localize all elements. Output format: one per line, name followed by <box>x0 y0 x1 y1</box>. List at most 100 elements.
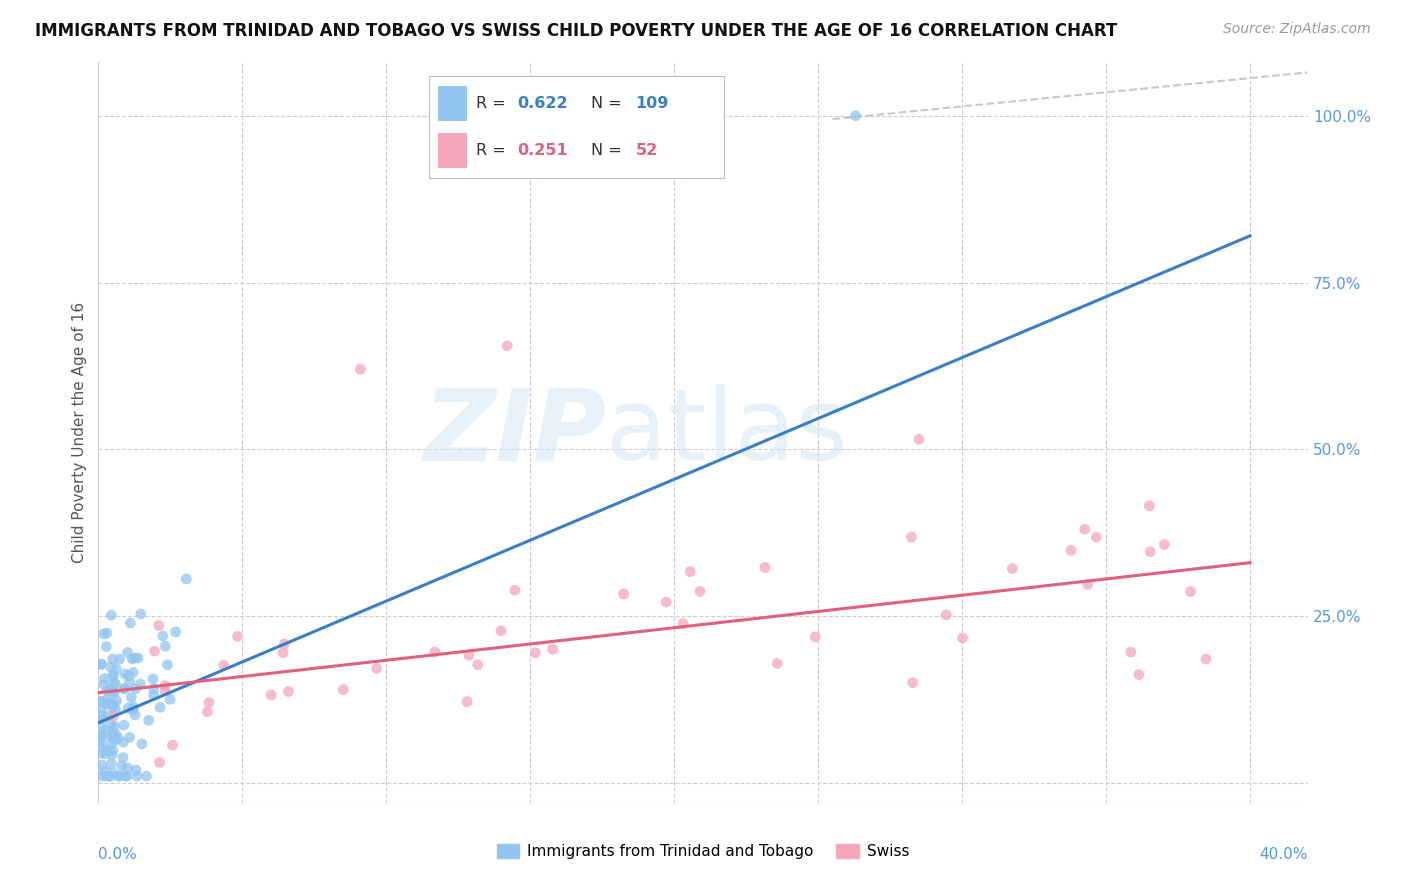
Point <box>496 339 519 353</box>
Point <box>101 725 124 739</box>
Point <box>90 747 112 761</box>
Point <box>100 660 122 674</box>
Point <box>101 728 124 742</box>
Point <box>124 681 146 696</box>
Point <box>124 707 146 722</box>
Point <box>804 630 827 644</box>
Point <box>103 719 125 733</box>
Point <box>105 662 128 676</box>
Point <box>97 696 120 710</box>
Point <box>97 743 120 757</box>
Point <box>112 750 135 764</box>
Point <box>900 530 922 544</box>
Point <box>105 694 128 708</box>
Point <box>129 607 152 621</box>
Point <box>90 730 112 744</box>
Point <box>423 645 446 659</box>
Point <box>138 714 160 728</box>
Point <box>101 699 124 714</box>
Point <box>1195 652 1218 666</box>
Point <box>198 696 221 710</box>
Point <box>197 705 219 719</box>
Point <box>108 652 131 666</box>
Point <box>176 572 198 586</box>
Point <box>118 674 141 689</box>
Point <box>94 723 117 738</box>
Point <box>104 727 127 741</box>
Point <box>94 747 117 761</box>
Point <box>679 565 702 579</box>
Text: Source: ZipAtlas.com: Source: ZipAtlas.com <box>1223 22 1371 37</box>
Point <box>271 646 294 660</box>
Point <box>103 698 125 712</box>
Point <box>159 692 181 706</box>
Point <box>155 639 177 653</box>
Point <box>90 708 112 723</box>
Point <box>114 681 136 696</box>
Point <box>97 743 120 757</box>
Point <box>112 735 135 749</box>
Point <box>1077 577 1099 591</box>
Text: R =: R = <box>477 144 510 158</box>
Point <box>98 708 121 723</box>
Point <box>908 432 931 446</box>
Point <box>142 681 165 696</box>
Point <box>541 642 564 657</box>
Text: 0.251: 0.251 <box>517 144 568 158</box>
Y-axis label: Child Poverty Under the Age of 16: Child Poverty Under the Age of 16 <box>72 302 87 563</box>
Text: 109: 109 <box>636 96 669 111</box>
Text: 0.622: 0.622 <box>517 96 568 111</box>
Point <box>117 761 139 775</box>
Point <box>104 733 127 747</box>
Point <box>93 672 115 686</box>
Point <box>127 651 149 665</box>
Point <box>112 718 135 732</box>
Point <box>96 697 118 711</box>
Point <box>104 702 127 716</box>
Point <box>1060 543 1083 558</box>
Text: IMMIGRANTS FROM TRINIDAD AND TOBAGO VS SWISS CHILD POVERTY UNDER THE AGE OF 16 C: IMMIGRANTS FROM TRINIDAD AND TOBAGO VS S… <box>35 22 1118 40</box>
Point <box>135 769 157 783</box>
Text: atlas: atlas <box>606 384 848 481</box>
Point <box>96 692 118 706</box>
Point <box>1180 584 1202 599</box>
Point <box>149 756 172 770</box>
Text: ZIP: ZIP <box>423 384 606 481</box>
Point <box>107 731 129 745</box>
Point <box>96 683 118 698</box>
Point <box>103 676 125 690</box>
Point <box>121 652 143 666</box>
Point <box>110 759 132 773</box>
Point <box>1153 537 1175 551</box>
Bar <box>437 87 467 121</box>
Point <box>845 109 868 123</box>
Point <box>90 657 112 671</box>
Point <box>1001 561 1024 575</box>
Point <box>100 717 122 731</box>
Point <box>101 684 124 698</box>
Point <box>260 688 283 702</box>
Bar <box>437 133 467 168</box>
Point <box>149 700 172 714</box>
Point <box>104 677 127 691</box>
Point <box>901 675 924 690</box>
Point <box>97 682 120 697</box>
Point <box>122 665 145 680</box>
Point <box>114 667 136 681</box>
Point <box>655 595 678 609</box>
Text: 52: 52 <box>636 144 658 158</box>
Point <box>952 631 974 645</box>
Point <box>142 672 165 686</box>
Point <box>108 769 131 783</box>
Point <box>103 686 125 700</box>
Point <box>93 764 115 779</box>
Point <box>1074 522 1097 536</box>
Point <box>96 626 118 640</box>
Point <box>90 757 112 772</box>
Point <box>754 560 776 574</box>
Point <box>1119 645 1142 659</box>
Point <box>94 769 117 783</box>
Point <box>152 629 174 643</box>
Text: 0.0%: 0.0% <box>98 847 138 863</box>
Point <box>96 744 118 758</box>
